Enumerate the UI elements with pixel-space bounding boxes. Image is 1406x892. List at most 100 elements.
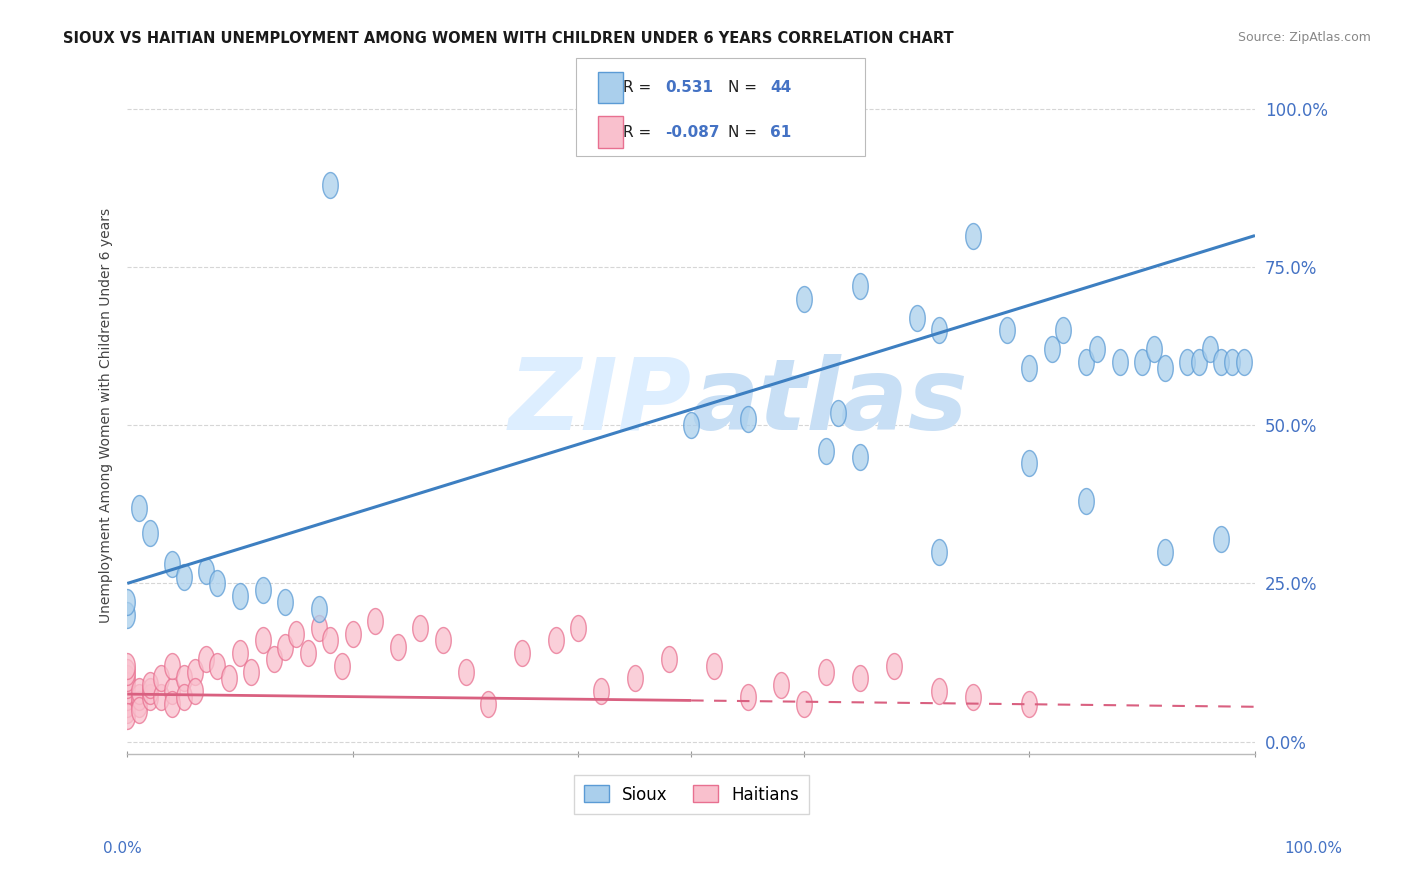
Point <box>162 684 184 698</box>
Point <box>387 640 409 654</box>
Text: Source: ZipAtlas.com: Source: ZipAtlas.com <box>1237 31 1371 45</box>
Text: N =: N = <box>728 80 762 95</box>
Point <box>139 690 162 705</box>
Point <box>364 615 387 629</box>
Point <box>229 589 252 603</box>
Point <box>252 633 274 648</box>
Point <box>162 658 184 673</box>
Point <box>128 684 150 698</box>
Point <box>1040 343 1063 357</box>
Point <box>117 678 139 692</box>
Point <box>1211 532 1233 546</box>
Point <box>1074 355 1097 369</box>
Text: 0.531: 0.531 <box>665 80 713 95</box>
Point <box>128 690 150 705</box>
Point <box>162 697 184 711</box>
Point <box>229 646 252 660</box>
Point <box>319 633 342 648</box>
Text: 44: 44 <box>770 80 792 95</box>
Point <box>207 658 229 673</box>
Point <box>150 671 173 685</box>
Point <box>681 418 703 433</box>
Point <box>173 570 195 584</box>
Text: -0.087: -0.087 <box>665 125 720 139</box>
Point <box>454 665 477 679</box>
Point <box>128 500 150 515</box>
Point <box>297 646 319 660</box>
Point <box>928 545 950 559</box>
Point <box>117 658 139 673</box>
Point <box>962 228 984 243</box>
Point <box>737 412 759 426</box>
Legend: Sioux, Haitians: Sioux, Haitians <box>574 775 808 814</box>
Point <box>793 292 815 306</box>
Point <box>1018 361 1040 376</box>
Point <box>1074 494 1097 508</box>
Point <box>905 310 928 325</box>
Point <box>1222 355 1244 369</box>
Text: N =: N = <box>728 125 762 139</box>
Point <box>117 690 139 705</box>
Point <box>1142 343 1164 357</box>
Point <box>117 671 139 685</box>
Point <box>1175 355 1198 369</box>
Point <box>995 323 1018 337</box>
Point <box>849 671 872 685</box>
Point <box>117 665 139 679</box>
Point <box>117 684 139 698</box>
Text: ZIP: ZIP <box>508 354 692 450</box>
Point <box>252 582 274 597</box>
Point <box>883 658 905 673</box>
Point <box>1233 355 1256 369</box>
Point <box>1108 355 1130 369</box>
Point <box>117 709 139 723</box>
Text: R =: R = <box>623 80 657 95</box>
Point <box>150 690 173 705</box>
Text: atlas: atlas <box>692 354 967 450</box>
Text: R =: R = <box>623 125 657 139</box>
Point <box>195 652 218 666</box>
Point <box>1188 355 1211 369</box>
Point <box>432 633 454 648</box>
Point <box>117 608 139 623</box>
Point <box>409 621 432 635</box>
Point <box>240 665 263 679</box>
Point <box>928 323 950 337</box>
Point <box>173 690 195 705</box>
Point <box>173 671 195 685</box>
Point <box>1018 456 1040 470</box>
Point <box>117 703 139 717</box>
Point <box>928 684 950 698</box>
Point <box>285 627 308 641</box>
Point <box>139 684 162 698</box>
Point <box>589 684 612 698</box>
Point <box>477 697 499 711</box>
Text: SIOUX VS HAITIAN UNEMPLOYMENT AMONG WOMEN WITH CHILDREN UNDER 6 YEARS CORRELATIO: SIOUX VS HAITIAN UNEMPLOYMENT AMONG WOME… <box>63 31 953 46</box>
Point <box>623 671 645 685</box>
Point <box>128 703 150 717</box>
Point <box>128 697 150 711</box>
Text: 0.0%: 0.0% <box>103 841 142 856</box>
Point <box>342 627 364 641</box>
Y-axis label: Unemployment Among Women with Children Under 6 years: Unemployment Among Women with Children U… <box>100 208 114 624</box>
Point <box>1085 343 1108 357</box>
Point <box>1211 355 1233 369</box>
Point <box>658 652 681 666</box>
Point <box>510 646 533 660</box>
Point <box>770 678 793 692</box>
Point <box>849 279 872 293</box>
Point <box>793 697 815 711</box>
Point <box>195 564 218 578</box>
Point <box>139 525 162 540</box>
Point <box>1018 697 1040 711</box>
Point <box>849 450 872 464</box>
Point <box>737 690 759 705</box>
Point <box>962 690 984 705</box>
Point <box>218 671 240 685</box>
Point <box>184 684 207 698</box>
Point <box>1199 343 1222 357</box>
Point <box>139 678 162 692</box>
Point <box>330 658 353 673</box>
Point <box>1130 355 1153 369</box>
Point <box>117 697 139 711</box>
